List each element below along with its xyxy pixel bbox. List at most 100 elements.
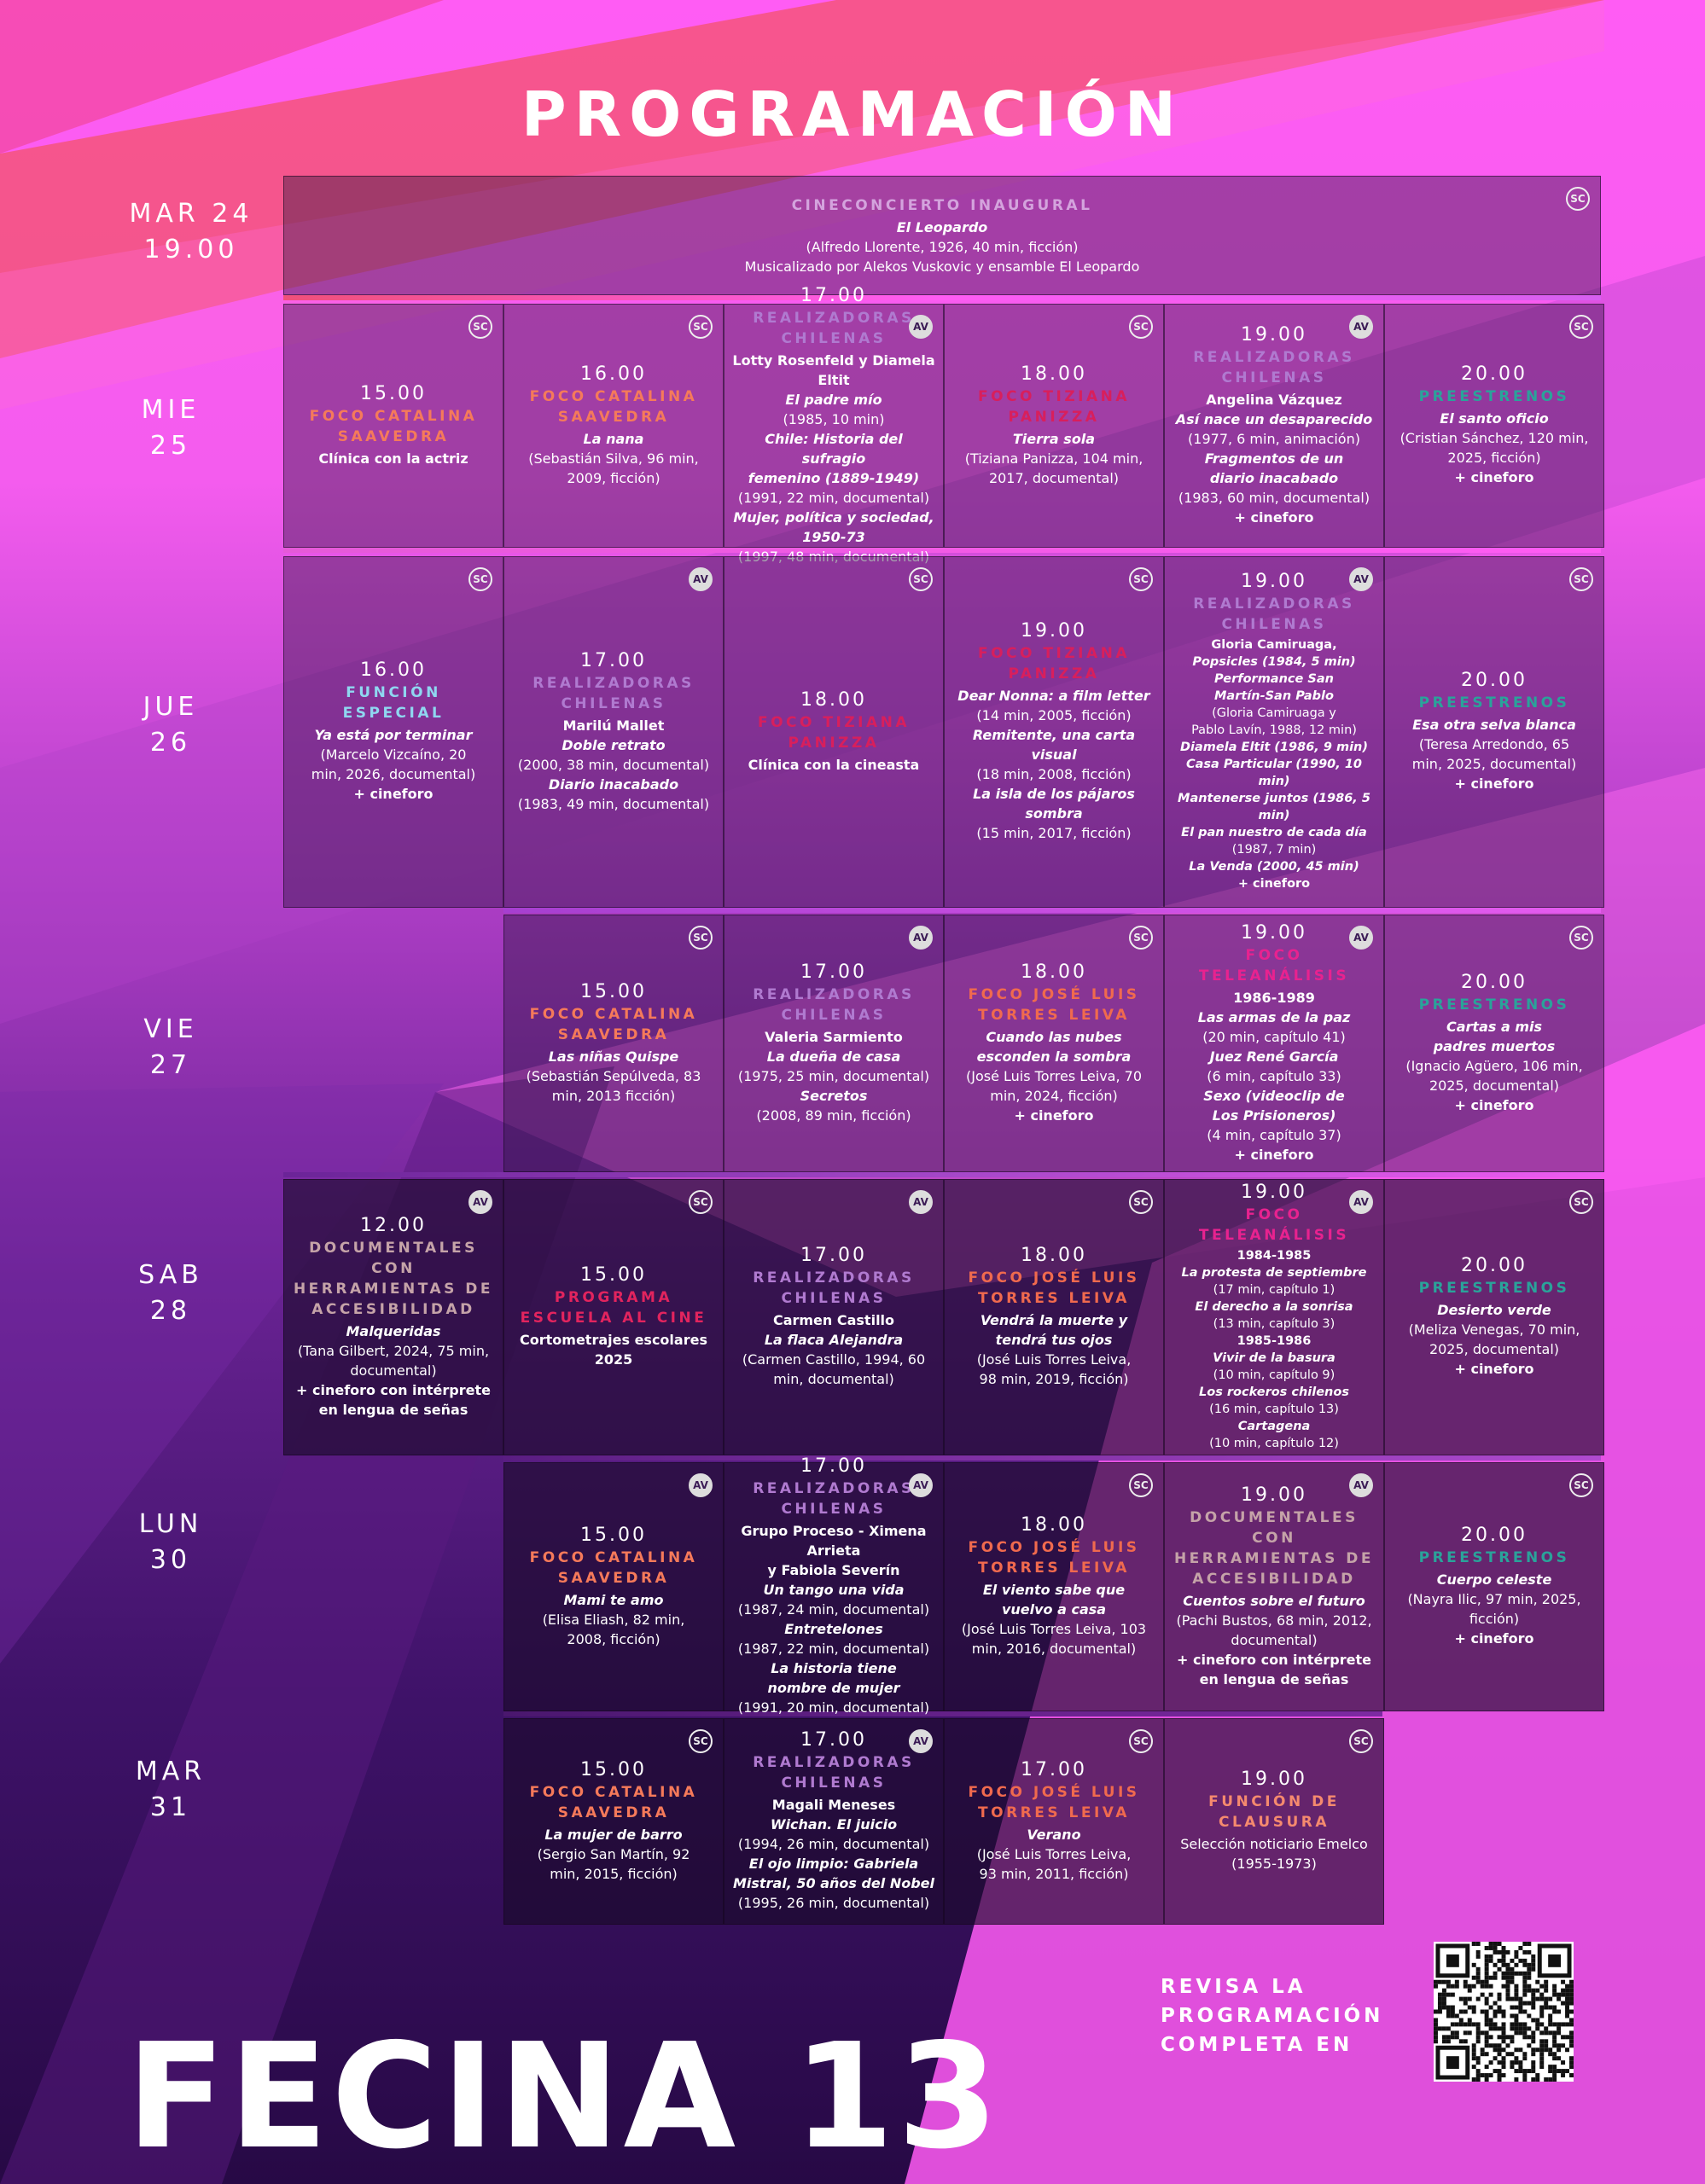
event-fri-2000[interactable]: SC 20.00 PREESTRENOS Cartas a mis padres mu… xyxy=(1384,915,1604,1172)
event-thu-1800[interactable]: SC 18.00 FOCO TIZIANA PANIZZA Clínica con l… xyxy=(724,556,944,908)
event-note: Angelina Vázquez xyxy=(1206,391,1342,408)
event-details: (1987, 7 min) xyxy=(1231,843,1317,857)
event-note: + cineforo con intérprete en lengua de s… xyxy=(296,1381,491,1418)
event-details: (15 min, 2017, ficción) xyxy=(976,825,1132,841)
event-details: (18 min, 2008, ficción) xyxy=(976,766,1132,782)
day-label-mie-25: MIE 25 xyxy=(85,392,256,464)
event-details: (Alfredo Llorente, 1926, 40 min, ficción… xyxy=(806,238,1079,255)
event-fri-1500[interactable]: SC 15.00 FOCO CATALINA SAAVEDRA Las niñas Q… xyxy=(503,915,724,1172)
day-number: 31 xyxy=(149,1792,192,1822)
day-name: VIE xyxy=(143,1014,198,1044)
event-wed-1700[interactable]: AV 17.00 REALIZADORAS CHILENAS Lotty Rosenf… xyxy=(724,285,944,565)
event-details: (Nayra Ilic, 97 min, 2025, ficción) xyxy=(1407,1591,1581,1627)
event-wed-1800[interactable]: SC 18.00 FOCO TIZIANA PANIZZA Tierra sola (T… xyxy=(944,304,1164,548)
event-film-title: Mujer, política y sociedad, 1950-73 xyxy=(733,508,934,545)
event-thu-1700[interactable]: AV 17.00 REALIZADORAS CHILENAS Marilú Malle… xyxy=(503,556,724,908)
event-mon-2000[interactable]: SC 20.00 PREESTRENOS Cuerpo celeste (Nayra I… xyxy=(1384,1462,1604,1711)
event-thu-1900[interactable]: SC 19.00 FOCO TIZIANA PANIZZA Dear Nonna: a… xyxy=(944,556,1164,908)
event-time: 15.00 xyxy=(580,980,647,1002)
event-wed-1600[interactable]: SC 16.00 FOCO CATALINA SAAVEDRA La nana (Seb… xyxy=(503,304,724,548)
event-sat-1500[interactable]: SC 15.00 PROGRAMA ESCUELA AL CINE Cortometr… xyxy=(503,1179,724,1455)
event-tue-1500[interactable]: SC 15.00 FOCO CATALINA SAAVEDRA La mujer de… xyxy=(503,1718,724,1925)
sc-badge-icon: SC xyxy=(689,315,713,339)
event-details: (Pachi Bustos, 68 min, 2012, documental) xyxy=(1176,1612,1372,1648)
row-separator xyxy=(283,548,1601,553)
event-tue-1900[interactable]: SC 19.00 FUNCIÓN DE CLAUSURA Selección noti… xyxy=(1164,1718,1384,1925)
event-category: CINECONCIERTO INAUGURAL xyxy=(791,196,1093,214)
event-sat-2000[interactable]: SC 20.00 PREESTRENOS Desierto verde (Meliza … xyxy=(1384,1179,1604,1455)
event-category: FOCO TELEANÁLISIS xyxy=(1198,946,1350,985)
event-mon-1700[interactable]: AV 17.00 REALIZADORAS CHILENAS Grupo Proces… xyxy=(724,1456,944,1716)
event-film-title: Desierto verde xyxy=(1437,1302,1551,1318)
row-separator xyxy=(283,1172,1601,1177)
event-time: 12.00 xyxy=(360,1214,427,1236)
event-film-title: Cartagena xyxy=(1237,1420,1311,1433)
event-time: 16.00 xyxy=(360,659,427,681)
event-thu-1600[interactable]: SC 16.00 FUNCIÓN ESPECIAL Ya está por termi… xyxy=(283,556,503,908)
event-film-title: La flaca Alejandra xyxy=(764,1332,904,1348)
event-wed-1900[interactable]: AV 19.00 REALIZADORAS CHILENAS Angelina Váz… xyxy=(1164,304,1384,548)
event-category: FOCO JOSÉ LUIS TORRES LEIVA xyxy=(968,1783,1140,1821)
event-details: (1983, 60 min, documental) xyxy=(1178,489,1370,506)
event-note: Clínica con la cineasta xyxy=(748,756,920,773)
event-film-title: Los rockeros chilenos xyxy=(1199,1385,1349,1399)
event-sat-1800[interactable]: SC 18.00 FOCO JOSÉ LUIS TORRES LEIVA Vendrá… xyxy=(944,1179,1164,1455)
event-category: FOCO CATALINA SAAVEDRA xyxy=(529,387,698,426)
event-film-title: Popsicles (1984, 5 min) xyxy=(1192,655,1356,669)
event-wed-2000[interactable]: SC 20.00 PREESTRENOS El santo oficio (Cristi… xyxy=(1384,304,1604,548)
row-separator xyxy=(503,908,1601,913)
event-fri-1700[interactable]: AV 17.00 REALIZADORAS CHILENAS Valeria Sarm… xyxy=(724,915,944,1172)
event-cineconcierto-inaugural[interactable]: SC CINECONCIERTO INAUGURAL El Leopardo (… xyxy=(283,176,1601,295)
day-name: MAR 24 xyxy=(129,199,253,229)
event-note: + cineforo xyxy=(1237,877,1311,891)
event-category: PREESTRENOS xyxy=(1418,1280,1570,1297)
event-category: FUNCIÓN DE CLAUSURA xyxy=(1208,1793,1340,1831)
event-mon-1800[interactable]: SC 18.00 FOCO JOSÉ LUIS TORRES LEIVA El vie… xyxy=(944,1462,1164,1711)
event-mon-1500[interactable]: AV 15.00 FOCO CATALINA SAAVEDRA Mami te amo… xyxy=(503,1462,724,1711)
event-category: PREESTRENOS xyxy=(1418,1549,1570,1566)
event-fri-1800[interactable]: SC 18.00 FOCO JOSÉ LUIS TORRES LEIVA Cuando… xyxy=(944,915,1164,1172)
event-details: (2000, 38 min, documental) xyxy=(517,756,710,773)
event-tue-1700[interactable]: SC 17.00 FOCO JOSÉ LUIS TORRES LEIVA Verano… xyxy=(944,1718,1164,1925)
event-thu-2000[interactable]: SC 20.00 PREESTRENOS Esa otra selva blanca (… xyxy=(1384,556,1604,908)
event-thu-1900[interactable]: AV 19.00 REALIZADORAS CHILENAS Gloria Camir… xyxy=(1164,556,1384,908)
qr-code-icon[interactable] xyxy=(1434,1942,1574,2082)
event-details: (Meliza Venegas, 70 min, 2025, documenta… xyxy=(1408,1321,1580,1357)
event-details: (4 min, capítulo 37) xyxy=(1207,1126,1341,1143)
sc-badge-icon: SC xyxy=(1129,567,1153,591)
event-mon-1900[interactable]: AV 19.00 DOCUMENTALES CON HERRAMIENTAS DE … xyxy=(1164,1462,1384,1711)
sc-badge-icon: SC xyxy=(1569,926,1593,950)
event-sat-1200[interactable]: AV 12.00 DOCUMENTALES CON HERRAMIENTAS DE … xyxy=(283,1179,503,1455)
event-note: + cineforo xyxy=(1454,775,1534,792)
event-wed-1500[interactable]: SC 15.00 FOCO CATALINA SAAVEDRA Clínica con… xyxy=(283,304,503,548)
event-details: (José Luis Torres Leiva, 93 min, 2011, f… xyxy=(976,1845,1132,1882)
event-film-title: El viento sabe que vuelvo a casa xyxy=(982,1582,1126,1618)
event-time: 15.00 xyxy=(580,1524,647,1546)
event-film-title: La dueña de casa xyxy=(766,1048,901,1065)
event-tue-1700[interactable]: AV 17.00 REALIZADORAS CHILENAS Magali Menes… xyxy=(724,1718,944,1925)
event-film-title: La Venda (2000, 45 min) xyxy=(1189,860,1359,874)
event-details: (Sebastián Sepúlveda, 83 min, 2013 ficci… xyxy=(526,1067,701,1104)
event-film-title: Secretos xyxy=(800,1087,868,1104)
event-details: (José Luis Torres Leiva, 70 min, 2024, f… xyxy=(965,1067,1142,1104)
sc-badge-icon: SC xyxy=(909,567,933,591)
av-badge-icon: AV xyxy=(1349,567,1373,591)
event-film-title: Cartas a mis padres muertos xyxy=(1433,1018,1556,1054)
event-film-title: Doble retrato xyxy=(562,736,666,753)
event-time: 18.00 xyxy=(800,688,867,711)
event-details: (17 min, capítulo 1) xyxy=(1213,1283,1335,1297)
event-time: 17.00 xyxy=(800,284,867,306)
event-film-title: La historia tiene nombre de mujer xyxy=(767,1660,900,1696)
event-sat-1700[interactable]: AV 17.00 REALIZADORAS CHILENAS Carmen Casti… xyxy=(724,1179,944,1455)
sc-badge-icon: SC xyxy=(1566,187,1590,211)
event-film-title: Fragmentos de un diario inacabado xyxy=(1204,450,1344,486)
event-fri-1900[interactable]: AV 19.00 FOCO TELEANÁLISIS 1986-1989 Las arm… xyxy=(1164,915,1384,1172)
day-number: 28 xyxy=(149,1296,192,1326)
sc-badge-icon: SC xyxy=(468,315,492,339)
event-time: 16.00 xyxy=(580,363,647,385)
event-note: Clínica con la actriz xyxy=(318,450,468,467)
event-film-title: Juez René García xyxy=(1209,1048,1339,1065)
event-time: 17.00 xyxy=(800,961,867,983)
event-sat-1900[interactable]: AV 19.00 FOCO TELEANÁLISIS 1984-1985 La prot… xyxy=(1164,1179,1384,1455)
event-film-title: Sexo (videoclip de Los Prisioneros) xyxy=(1203,1087,1345,1124)
